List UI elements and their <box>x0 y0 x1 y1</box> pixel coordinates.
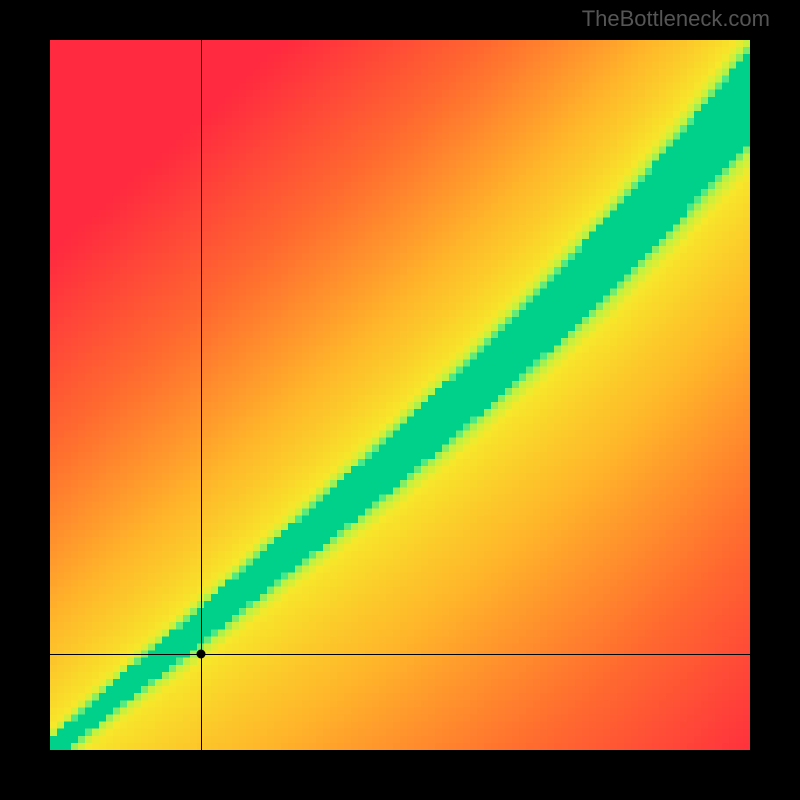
heatmap-plot <box>50 40 750 750</box>
attribution-text: TheBottleneck.com <box>582 6 770 32</box>
crosshair-point <box>196 650 205 659</box>
crosshair-horizontal <box>50 654 750 655</box>
heatmap-canvas <box>50 40 750 750</box>
crosshair-vertical <box>201 40 202 750</box>
